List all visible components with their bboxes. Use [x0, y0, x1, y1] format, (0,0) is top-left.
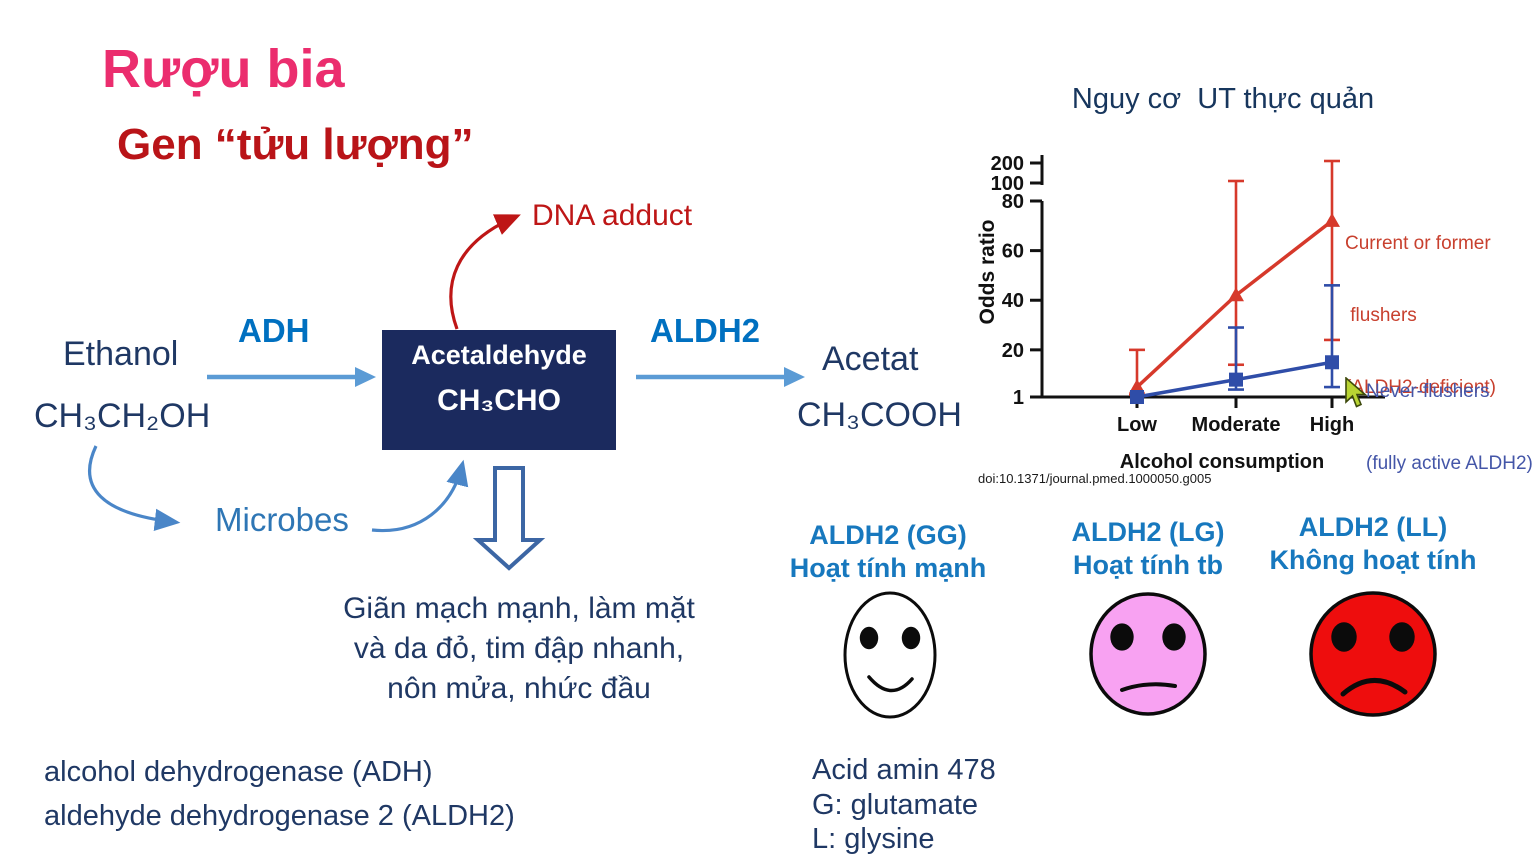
chart-x-axis-label: Alcohol consumption [1119, 451, 1325, 473]
svg-text:Moderate: Moderate [1192, 414, 1281, 436]
svg-text:Low: Low [1117, 414, 1157, 436]
chart-y-axis-label: Odds ratio [976, 219, 999, 325]
genotype-lg: ALDH2 (LG) Hoạt tính tb [1018, 516, 1278, 582]
svg-text:40: 40 [1002, 290, 1024, 312]
ethanol-formula: CH₃CH₂OH [34, 397, 211, 435]
effects-line: và da đỏ, tim đập nhanh, [353, 632, 685, 665]
effects-line: Giãn mạch mạnh, làm mặt [343, 592, 695, 625]
footnote-glysine: L: glysine [812, 823, 935, 855]
acetate-label: Acetat [822, 340, 919, 378]
genotype-activity-label: Hoạt tính mạnh [789, 553, 987, 583]
genotype-activity-label: Hoạt tính tb [1073, 550, 1223, 580]
footnote-adh: alcohol dehydrogenase (ADH) [44, 756, 433, 788]
microbes-label: Microbes [215, 501, 349, 538]
adh-arrow-icon [207, 367, 376, 387]
acetaldehyde-effects-text: Giãn mạch mạnh, làm mặt và da đỏ, tim đậ… [330, 589, 708, 709]
genotype-gg: ALDH2 (GG) Hoạt tính mạnh [758, 519, 1018, 585]
adh-enzyme-label: ADH [238, 312, 310, 349]
sad-face-icon [1309, 591, 1437, 717]
svg-text:High: High [1310, 414, 1354, 436]
svg-text:80: 80 [1002, 191, 1024, 213]
svg-text:1: 1 [1013, 387, 1024, 409]
genotype-gene-label: ALDH2 (LG) [1071, 517, 1225, 547]
acetaldehyde-formula: CH₃CHO [437, 384, 561, 417]
chart-source-doi: doi:10.1371/journal.pmed.1000050.g005 [978, 471, 1212, 486]
page-subtitle: Gen “tửu lượng” [117, 120, 474, 169]
ethanol-label: Ethanol [63, 335, 179, 373]
microbes-to-acetaldehyde-arrow-icon [371, 459, 469, 533]
effects-line: nôn mửa, nhức đầu [387, 672, 651, 705]
footnote-aldh2: aldehyde dehydrogenase 2 (ALDH2) [44, 800, 515, 832]
footnote-glutamate: G: glutamate [812, 789, 979, 821]
legend-flushers: Current or former flushers (ALDH2-defici… [1345, 233, 1496, 398]
ethanol-to-microbes-arrow-icon [88, 445, 181, 531]
acetaldehyde-box: Acetaldehyde CH₃CHO [382, 330, 616, 450]
genotype-ll: ALDH2 (LL) Không hoạt tính [1243, 511, 1503, 577]
legend-never-flushers: Never-flushers (fully active ALDH2) [1366, 381, 1533, 474]
svg-text:100: 100 [991, 173, 1024, 195]
svg-text:60: 60 [1002, 241, 1024, 263]
chart-title: Nguy cơ UT thực quản [1071, 83, 1375, 115]
mouse-cursor [1345, 377, 1368, 408]
neutral-face-icon [1089, 592, 1207, 716]
happy-face-icon [843, 591, 937, 719]
genotype-gene-label: ALDH2 (GG) [809, 520, 967, 550]
down-block-arrow-icon [472, 466, 546, 571]
page-title: Rượu bia [102, 39, 345, 99]
dna-adduct-label: DNA adduct [532, 199, 693, 232]
dna-adduct-arrow-icon [449, 214, 521, 330]
aldh2-arrow-icon [636, 367, 805, 387]
svg-text:20: 20 [1002, 340, 1024, 362]
acetate-formula: CH₃COOH [797, 396, 962, 434]
aldh2-enzyme-label: ALDH2 [650, 312, 761, 349]
footnote-acid-amin: Acid amin 478 [812, 754, 996, 786]
svg-text:200: 200 [991, 153, 1024, 175]
acetaldehyde-label: Acetaldehyde [411, 340, 587, 370]
genotype-activity-label: Không hoạt tính [1269, 545, 1477, 575]
genotype-gene-label: ALDH2 (LL) [1298, 512, 1448, 542]
